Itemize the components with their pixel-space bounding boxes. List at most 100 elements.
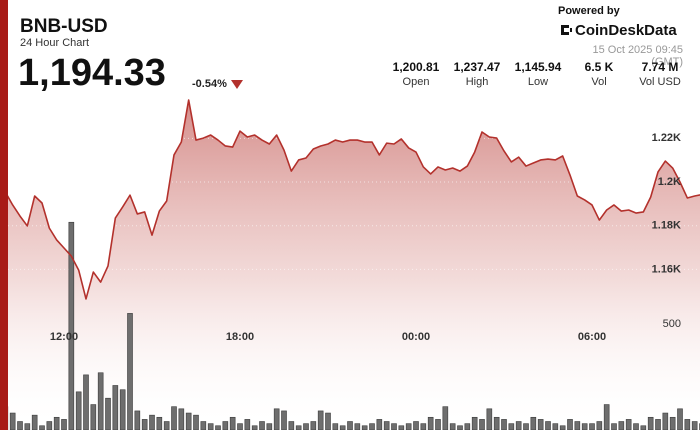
- stat: 1,237.47 High: [442, 60, 512, 88]
- volume-bar: [134, 410, 141, 430]
- volume-bar: [581, 423, 588, 430]
- volume-bar: [303, 423, 309, 430]
- volume-bar: [457, 425, 463, 430]
- volume-bar: [156, 416, 163, 430]
- volume-bar: [17, 421, 23, 430]
- volume-bar: [193, 414, 199, 430]
- stat-value: 1,145.94: [514, 60, 562, 74]
- volume-bar: [633, 423, 639, 430]
- volume-bar: [237, 423, 243, 430]
- volume-bar: [574, 421, 581, 430]
- change: -0.54%: [192, 78, 227, 90]
- volume-bar: [611, 423, 617, 430]
- volume-bar: [141, 419, 148, 430]
- timestamp: 15 Oct 2025 09:45 (GMT): [592, 44, 683, 68]
- volume-bar: [317, 410, 324, 430]
- volume-bar: [68, 221, 75, 430]
- volume-bar: [281, 410, 287, 430]
- brand-logo: [561, 25, 572, 35]
- volume-bar: [119, 389, 126, 430]
- brand: CoinDeskData: [575, 22, 677, 39]
- volume-bar: [339, 425, 346, 430]
- volume-bar: [684, 419, 691, 430]
- stat-label: Low: [527, 76, 549, 88]
- volume-bar: [405, 423, 412, 430]
- volume-bar: [376, 419, 383, 430]
- y-tick-label: 1.2K: [658, 176, 681, 188]
- volume-bar: [266, 423, 273, 430]
- volume-bar: [295, 425, 302, 430]
- volume-bar: [471, 416, 478, 430]
- volume-bar: [163, 421, 170, 430]
- volume-bar: [647, 416, 654, 430]
- volume-bar: [200, 421, 207, 430]
- volume-bar: [75, 391, 82, 430]
- volume-bar: [31, 414, 38, 430]
- volume-bar: [640, 425, 647, 430]
- volume-bar: [171, 406, 177, 430]
- volume-bar: [559, 425, 566, 430]
- volume-bar: [105, 397, 111, 430]
- down-arrow: [231, 80, 243, 89]
- volume-bar: [185, 412, 192, 430]
- stat: 1,145.94 Low: [503, 60, 573, 88]
- y-tick-label: 1.16K: [652, 263, 681, 275]
- volume-bar: [545, 421, 551, 430]
- volume-bar: [449, 423, 456, 430]
- volume-bar: [127, 313, 133, 430]
- volume-bar: [435, 419, 441, 430]
- volume-bar: [515, 421, 522, 430]
- volume-bar: [655, 419, 661, 430]
- volume-bar: [207, 423, 214, 430]
- volume-bar: [391, 423, 397, 430]
- volume-bar: [9, 412, 16, 430]
- accent-bar: [0, 0, 8, 430]
- price: 1,194.33: [18, 52, 166, 94]
- price-area: [0, 100, 700, 430]
- volume-bar: [669, 416, 676, 430]
- volume-bar: [464, 423, 471, 430]
- volume-bar: [537, 419, 544, 430]
- volume-bar: [552, 423, 559, 430]
- volume-bar: [589, 423, 595, 430]
- volume-bar: [354, 423, 361, 430]
- volume-bar: [97, 372, 104, 430]
- stat-label: Vol USD: [639, 76, 681, 88]
- volume-bar: [347, 421, 353, 430]
- x-tick-label: 06:00: [578, 331, 606, 343]
- stat-label: Open: [402, 76, 430, 88]
- stat: 1,200.81 Open: [381, 60, 451, 88]
- volume-bar: [288, 421, 295, 430]
- volume-bar: [383, 421, 390, 430]
- powered-by: Powered by: [558, 5, 620, 17]
- volume-bar: [523, 423, 529, 430]
- volume-bar: [427, 416, 434, 430]
- volume-bar: [361, 425, 368, 430]
- volume-bar: [596, 421, 603, 430]
- stat-label: Vol: [591, 76, 607, 88]
- volume-bar: [53, 416, 60, 430]
- stat: 6.5 K Vol: [564, 60, 634, 88]
- volume-bar: [530, 416, 537, 430]
- symbol: BNB-USD: [20, 16, 108, 37]
- volume-bar: [24, 423, 31, 430]
- y-tick-label: 1.18K: [652, 220, 681, 232]
- stat-value: 7.74 M: [641, 60, 679, 74]
- volume-bar: [691, 421, 698, 430]
- volume-bar: [493, 416, 500, 430]
- volume-bar: [677, 408, 683, 430]
- volume-bar: [259, 421, 265, 430]
- volume-bar: [244, 419, 251, 430]
- subtitle: 24 Hour Chart: [20, 37, 90, 49]
- stat-label: High: [465, 76, 489, 88]
- y-tick-label: 1.22K: [652, 132, 681, 144]
- volume-bar: [222, 421, 229, 430]
- x-tick-label: 12:00: [50, 331, 78, 343]
- volume-bar: [369, 423, 375, 430]
- volume-bar: [332, 423, 339, 430]
- y2-tick-label: 500: [663, 318, 681, 330]
- volume-bar: [83, 374, 89, 430]
- volume-bar: [442, 406, 449, 430]
